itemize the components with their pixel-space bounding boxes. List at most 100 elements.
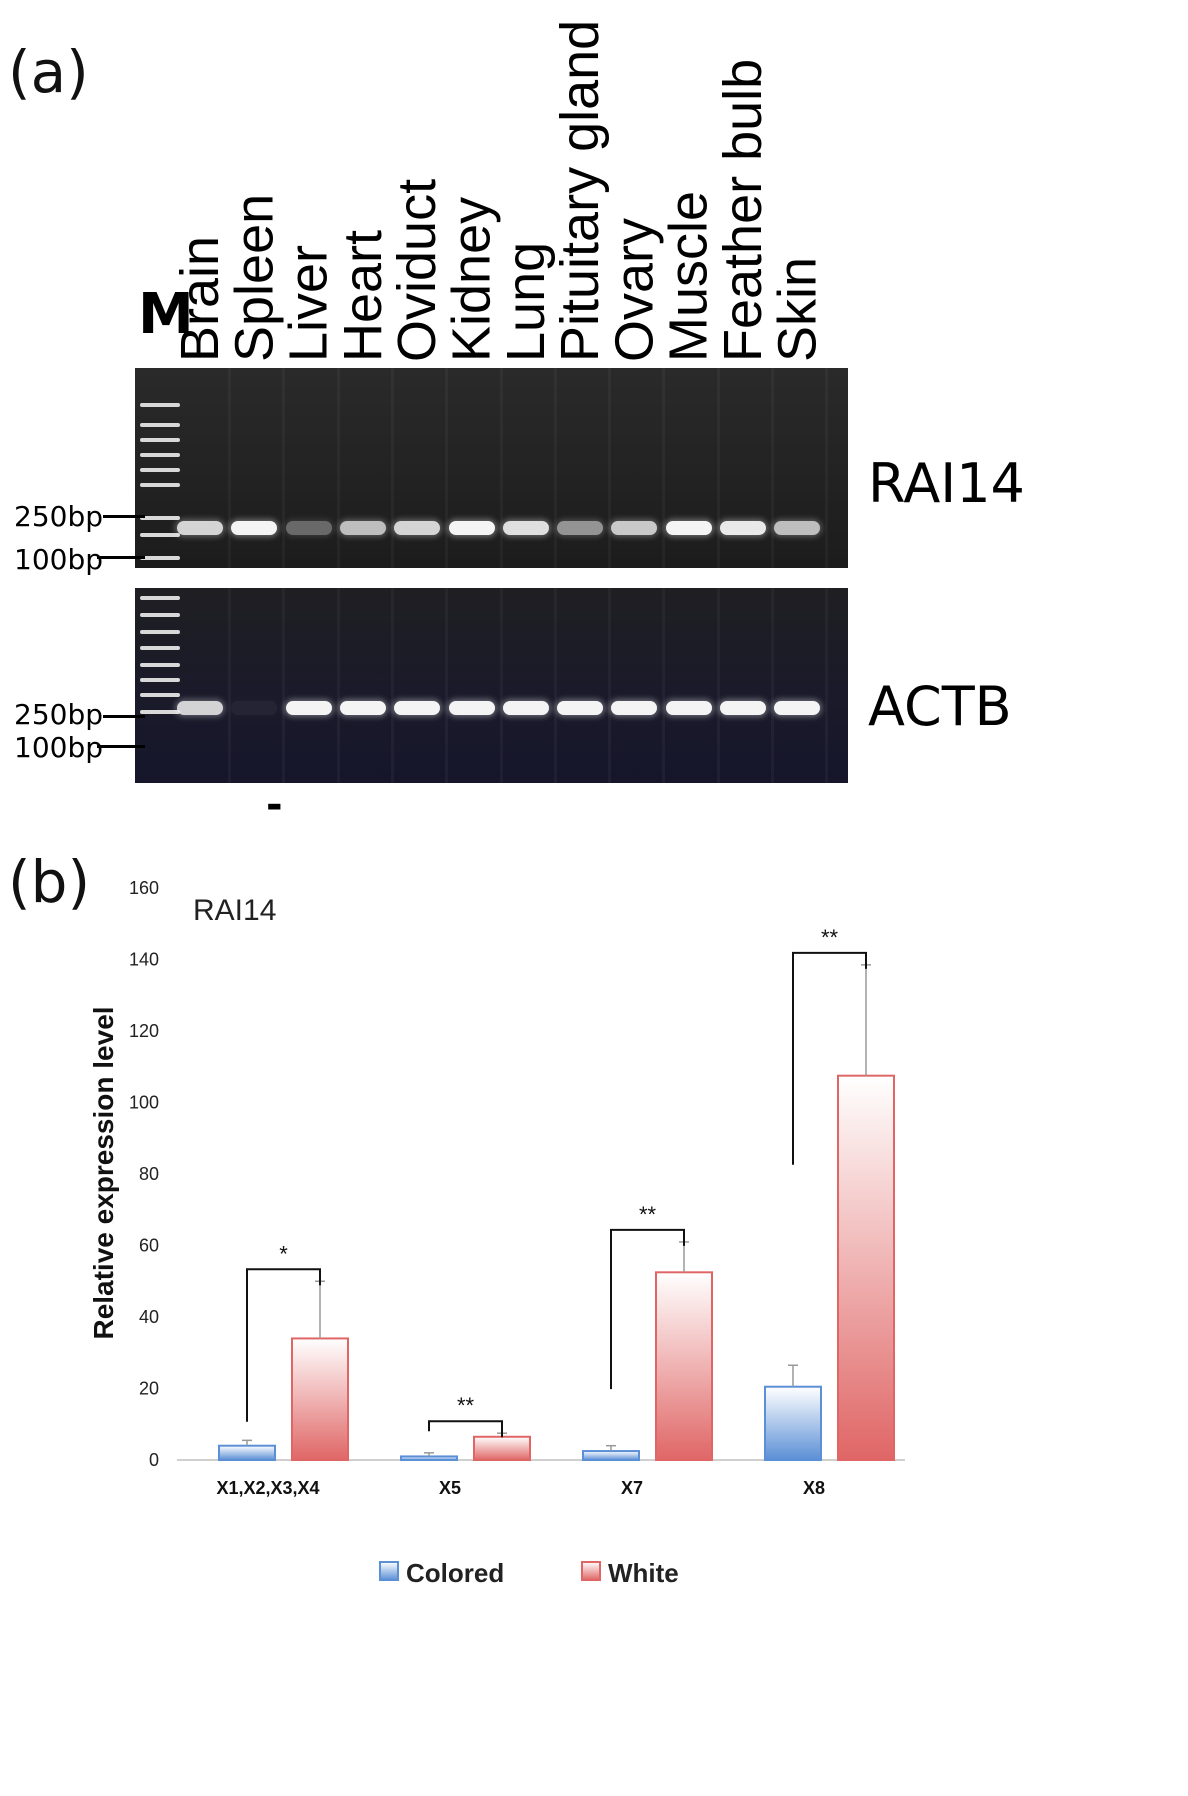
bar [764, 1385, 822, 1462]
y-tick-label: 20 [139, 1379, 159, 1399]
lane-separator [282, 368, 286, 568]
gel-band [177, 701, 223, 715]
x-tick-label: X7 [621, 1478, 643, 1498]
gel-title-rai14: RAI14 [868, 452, 1025, 515]
size-marker-100bp: 100bp [14, 543, 103, 576]
gel-band [720, 521, 766, 535]
significance-label: ** [821, 925, 839, 950]
ladder-band [140, 438, 180, 442]
bar [473, 1435, 531, 1461]
gel-band [448, 701, 495, 715]
lane-separator [390, 368, 394, 568]
panel-b-label: (b) [8, 848, 91, 916]
gel-band [665, 521, 712, 535]
gel-band [231, 701, 278, 715]
gel-band [774, 701, 821, 715]
significance-bracket [246, 1268, 321, 1422]
x-tick-label: X1,X2,X3,X4 [216, 1478, 319, 1498]
bar [291, 1337, 349, 1461]
y-tick-label: 120 [129, 1021, 159, 1041]
gel-actb [135, 588, 848, 783]
size-marker-250bp: 250bp [14, 500, 103, 533]
lane-separator [499, 588, 503, 783]
y-tick-label: 60 [139, 1236, 159, 1256]
x-tick-label: X5 [439, 1478, 461, 1498]
size-marker-tick [97, 745, 145, 748]
lane-separator [445, 368, 449, 568]
significance-label: * [279, 1241, 288, 1266]
ladder-band [140, 710, 180, 714]
y-tick-label: 0 [149, 1450, 159, 1470]
significance-bracket [428, 1420, 503, 1438]
size-marker-100bp: 100bp [14, 731, 103, 764]
ladder-band [140, 483, 180, 487]
ladder-band [140, 630, 180, 634]
significance-bracket [792, 951, 867, 1165]
significance-label: ** [457, 1393, 475, 1418]
ladder-band [140, 678, 180, 682]
ladder-band [140, 403, 180, 407]
legend-label: White [608, 1558, 679, 1588]
lane-separator [553, 368, 557, 568]
y-tick-label: 160 [129, 878, 159, 898]
bar [582, 1450, 640, 1461]
ladder-band [140, 468, 180, 472]
x-ticks: X1,X2,X3,X4 X5 X7 X8 [216, 1478, 825, 1498]
gel-band [339, 701, 386, 715]
ladder-band [140, 516, 180, 520]
gel-band [339, 521, 386, 535]
gel-band [285, 701, 332, 715]
lane-separator [662, 368, 666, 568]
gel-title-actb: ACTB [868, 675, 1012, 738]
legend-swatch [581, 1561, 601, 1581]
ladder-band [140, 693, 180, 697]
lane-separator [771, 588, 774, 783]
lane-separator [336, 368, 340, 568]
bar [218, 1444, 276, 1461]
legend-swatch [379, 1561, 399, 1581]
lane-separator [825, 368, 829, 568]
gel-band [502, 701, 549, 715]
lane-separator [336, 588, 340, 783]
x-tick-label: X8 [803, 1478, 825, 1498]
y-tick-label: 40 [139, 1307, 159, 1327]
lane-separator [608, 368, 612, 568]
gel-band [231, 521, 278, 535]
ladder-band [140, 613, 180, 617]
panel-a-label: (a) [8, 38, 89, 106]
gel-band [502, 521, 549, 535]
lane-separator [553, 588, 557, 783]
ladder-band [140, 423, 180, 427]
size-marker-tick [103, 715, 145, 718]
bars: ******* [218, 925, 895, 1462]
gel-band [394, 701, 441, 715]
gel-band [394, 521, 441, 535]
ladder-band [140, 556, 180, 560]
lane-separator [390, 588, 394, 783]
ladder-band [140, 453, 180, 457]
lane-separator [445, 588, 449, 783]
y-axis-label: Relative expression level [88, 1006, 119, 1339]
gel-band [611, 521, 658, 535]
lane-separator [716, 588, 720, 783]
size-marker-tick [103, 515, 145, 518]
gel-band [720, 701, 766, 715]
chart-title: RAI14 [193, 894, 276, 927]
lane-separator [771, 368, 774, 568]
gel-rai14 [135, 368, 848, 568]
ladder-band [140, 533, 180, 537]
gel-band [285, 521, 332, 535]
lane-separator [825, 588, 829, 783]
lane-separator [499, 368, 503, 568]
significance-bracket [610, 1228, 685, 1390]
bar [837, 1074, 895, 1461]
ladder-band [140, 596, 180, 600]
lane-separator [228, 588, 231, 783]
lane-separator [228, 368, 231, 568]
y-ticks: 0 20 40 60 80 100 120 140 160 [129, 878, 159, 1470]
ladder-band [140, 663, 180, 667]
below-gel-mark: - [266, 782, 283, 828]
gel-band [448, 521, 495, 535]
y-tick-label: 140 [129, 950, 159, 970]
